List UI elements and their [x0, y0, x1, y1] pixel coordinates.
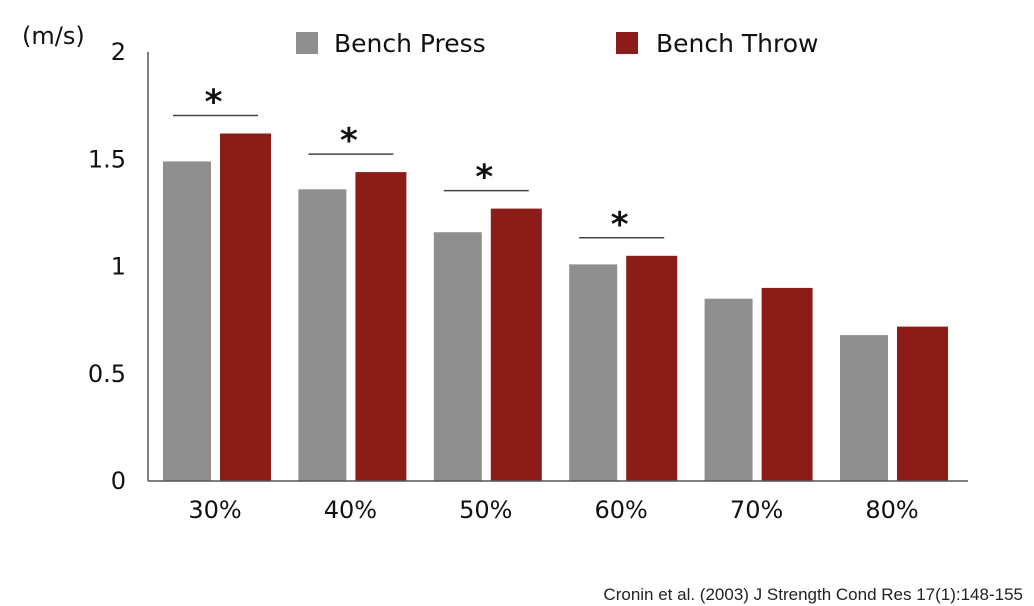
bar-bench-press-50 — [433, 232, 482, 481]
y-axis-ticks: 0 0.5 1 1.5 2 — [88, 38, 126, 495]
y-tick-label: 2 — [111, 38, 126, 66]
bar-bench-throw-80 — [897, 326, 948, 481]
x-tick-label-80: 80% — [865, 496, 918, 524]
legend-swatch-bench-throw — [616, 32, 638, 54]
bar-bench-throw-30 — [220, 133, 271, 481]
y-axis-unit-label: (m/s) — [22, 22, 85, 50]
significance-star-50: * — [475, 158, 493, 198]
y-tick-label: 0 — [111, 467, 126, 495]
bar-bench-press-40 — [298, 189, 347, 482]
significance-star-40: * — [340, 121, 358, 161]
significance-markers: * * * * — [173, 83, 665, 245]
x-tick-label-60: 60% — [595, 496, 648, 524]
x-tick-label-30: 30% — [188, 496, 241, 524]
bar-bench-throw-50 — [490, 208, 542, 481]
x-tick-label-50: 50% — [459, 496, 512, 524]
y-tick-label: 1.5 — [88, 145, 126, 173]
bar-bench-throw-60 — [626, 255, 678, 481]
legend-label-bench-press: Bench Press — [334, 29, 486, 58]
y-tick-label: 1 — [111, 253, 126, 281]
x-axis-ticks: 30% 40% 50% 60% 70% 80% — [188, 496, 918, 524]
source-citation: Cronin et al. (2003) J Strength Cond Res… — [603, 585, 1023, 604]
significance-star-60: * — [611, 205, 629, 245]
bar-bench-throw-40 — [355, 172, 407, 481]
y-tick-label: 0.5 — [88, 360, 126, 388]
significance-star-30: * — [205, 83, 223, 123]
x-tick-label-70: 70% — [730, 496, 783, 524]
bar-bench-press-80 — [840, 335, 888, 481]
x-tick-label-40: 40% — [324, 496, 377, 524]
bar-bench-press-70 — [704, 298, 753, 481]
legend: Bench Press Bench Throw — [296, 29, 819, 58]
bar-bench-throw-70 — [761, 287, 813, 481]
bars — [163, 133, 948, 482]
bar-bench-press-60 — [569, 264, 618, 481]
legend-label-bench-throw: Bench Throw — [656, 29, 819, 58]
legend-swatch-bench-press — [296, 32, 318, 54]
bar-bench-press-30 — [163, 161, 211, 481]
